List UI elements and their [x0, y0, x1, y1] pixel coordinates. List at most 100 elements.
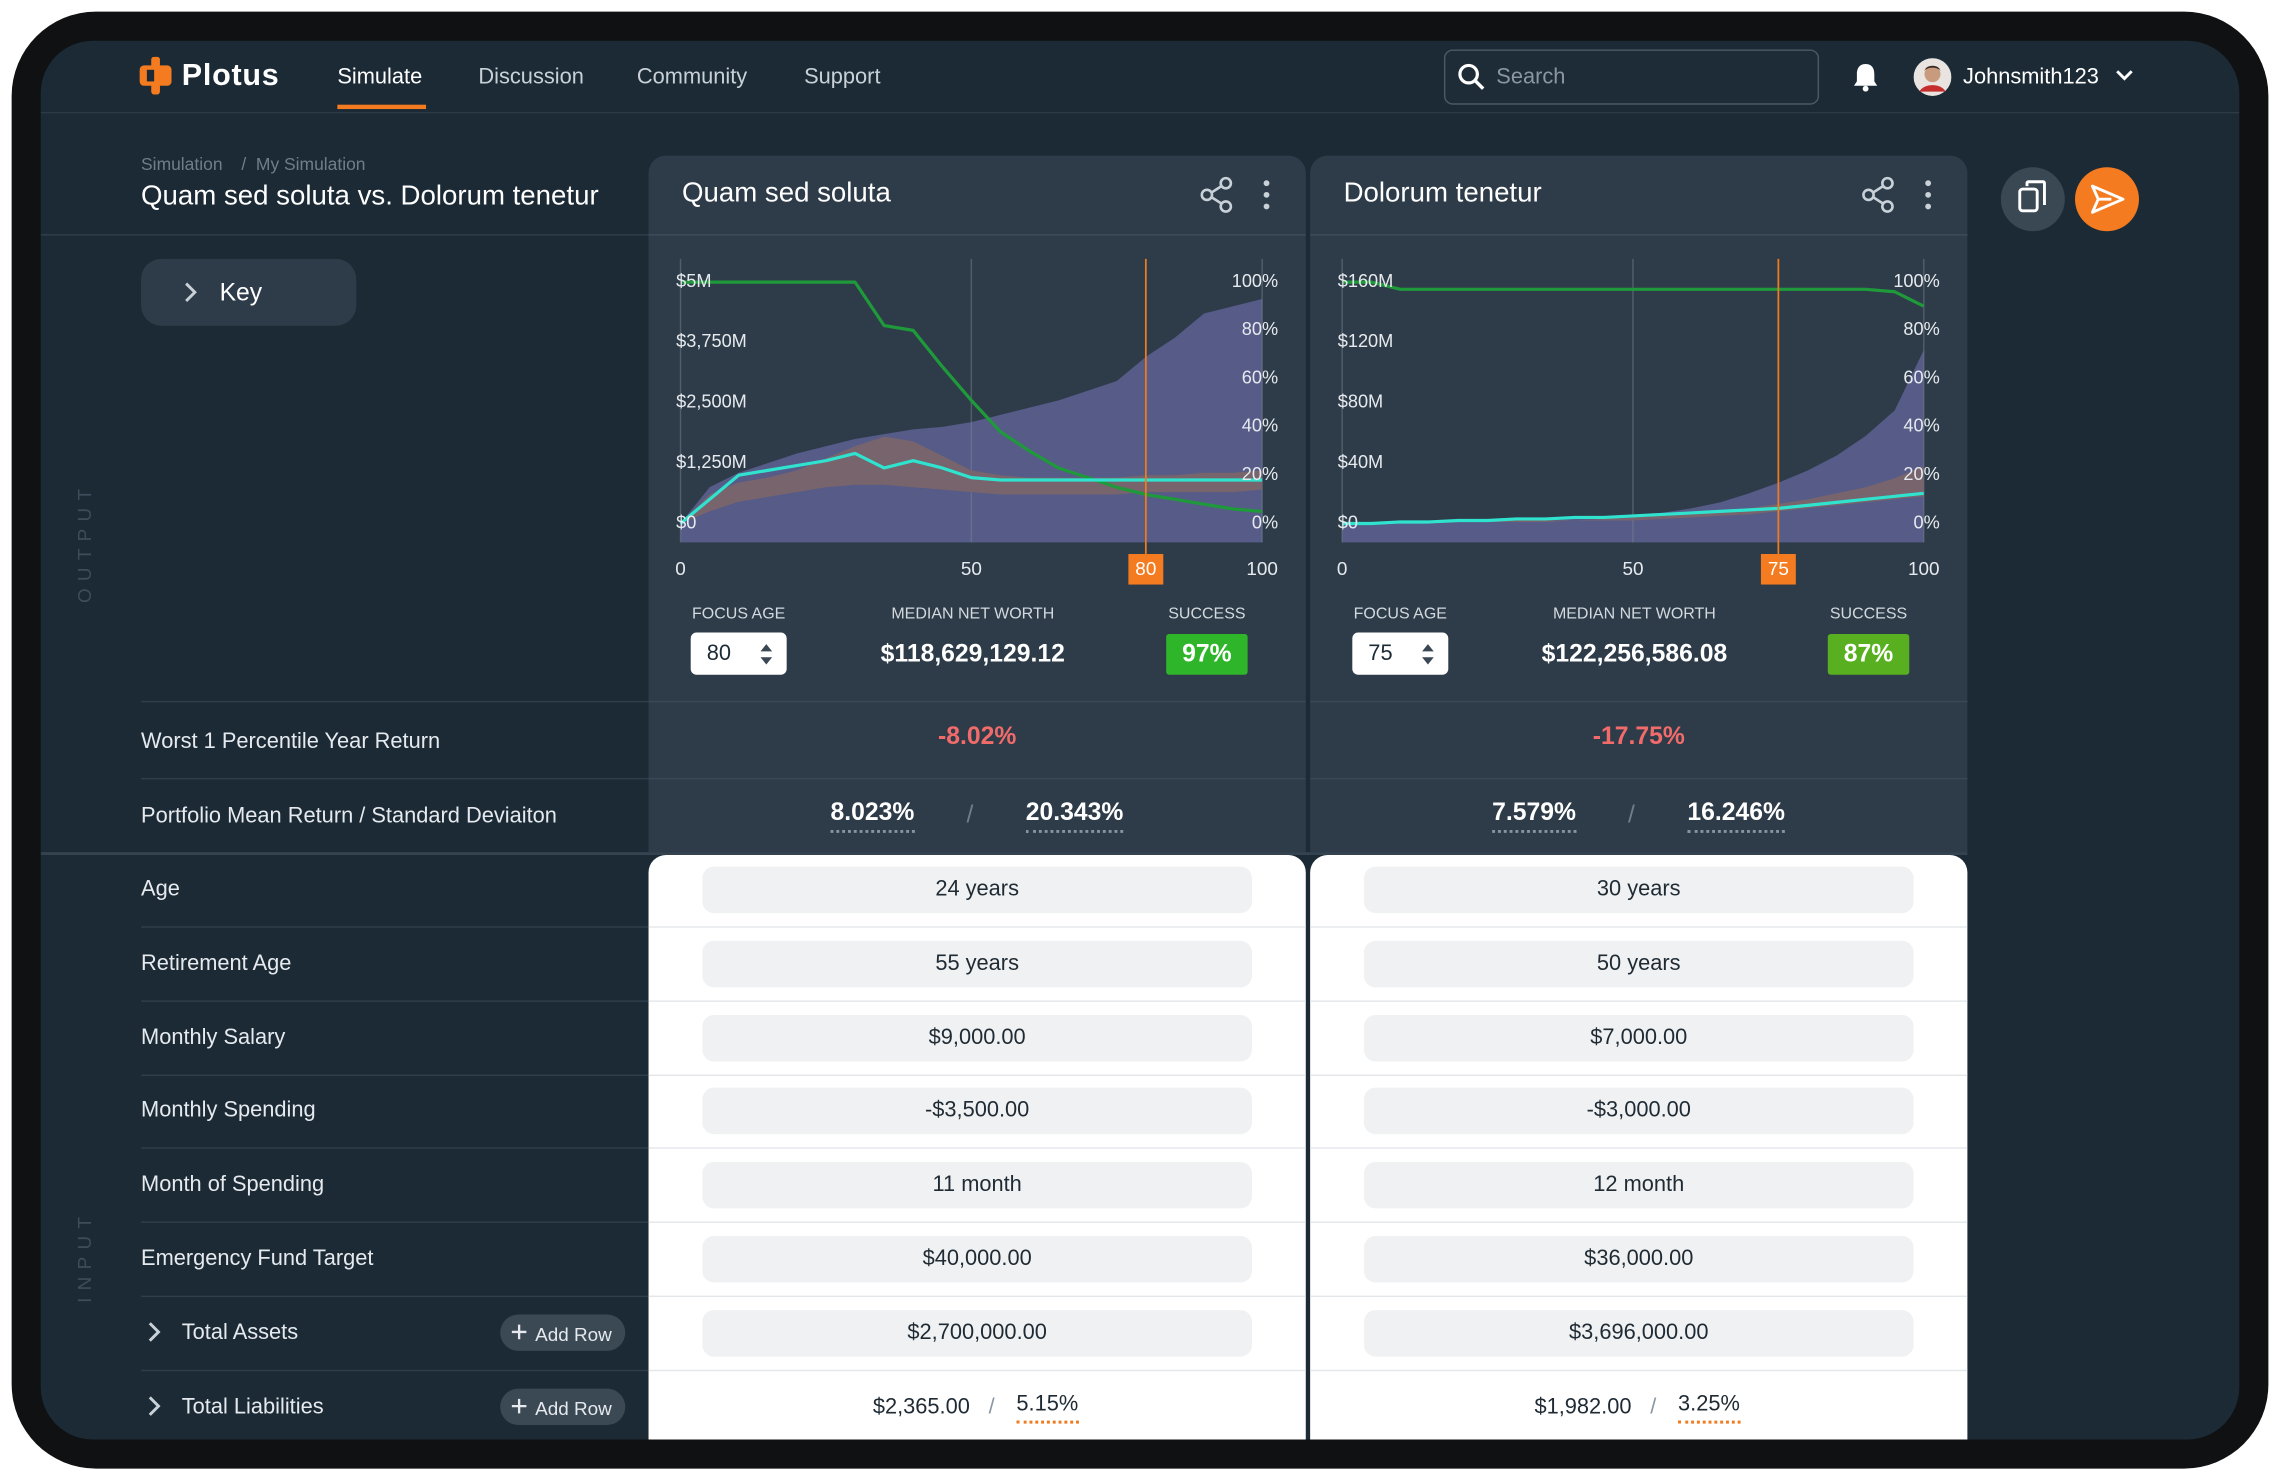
- input-field[interactable]: [1363, 1309, 1914, 1357]
- input-value: 50 years: [1596, 950, 1681, 976]
- row-divider: [1310, 1000, 1968, 1002]
- plus-icon: [511, 1324, 527, 1339]
- row-label: Total Liabilities: [181, 1393, 324, 1419]
- focus-marker-label: 80: [1135, 559, 1156, 580]
- row-label: Emergency Fund Target: [141, 1246, 374, 1271]
- input-field[interactable]: [702, 1162, 1252, 1209]
- panel-actions: [1862, 176, 1932, 213]
- focus-age-input[interactable]: [1352, 632, 1449, 675]
- breadcrumb[interactable]: Simulation: [141, 154, 223, 175]
- row-label: Retirement Age: [141, 950, 292, 976]
- spinner-arrows: [760, 644, 773, 665]
- row-divider: [1310, 1221, 1968, 1224]
- chevron-path: [148, 1321, 161, 1342]
- row-divider: [648, 1000, 1306, 1002]
- section-label: OUTPUT: [73, 481, 96, 604]
- nav-link[interactable]: Community: [636, 64, 748, 90]
- y-tick-label: $2,500M: [676, 392, 747, 412]
- row-divider: [648, 1369, 1306, 1371]
- row-label: Portfolio Mean Return / Standard Deviait…: [141, 803, 557, 829]
- share-node: [1881, 200, 1894, 213]
- screen: Plotus Simulate Discussion Community Sup…: [40, 40, 2240, 1440]
- nav-link[interactable]: Support: [804, 64, 881, 90]
- y-tick-label: $40M: [1338, 452, 1383, 472]
- panel-title: Dolorum tenetur: [1343, 178, 1542, 209]
- nav-link[interactable]: Simulate: [337, 64, 423, 90]
- row-divider: [648, 1147, 1306, 1150]
- input-field[interactable]: [1363, 866, 1914, 914]
- y2-tick-label: 80%: [1242, 319, 1278, 339]
- success-badge: [1166, 633, 1248, 675]
- row-divider: [1310, 926, 1968, 928]
- input-value: $40,000.00: [922, 1246, 1032, 1271]
- input-field[interactable]: [702, 1014, 1252, 1061]
- input-panel: 24 years 55 years $9,000.00 -$3,500.00 11 mo…: [648, 855, 1306, 1440]
- expand-chevron[interactable]: [147, 1394, 162, 1417]
- key-label: Key: [219, 278, 263, 307]
- row-divider: [141, 1221, 649, 1224]
- stat-label: MEDIAN NET WORTH: [891, 605, 1055, 623]
- input-field[interactable]: [702, 940, 1252, 988]
- input-field[interactable]: [1363, 1088, 1914, 1135]
- input-field[interactable]: [702, 1088, 1252, 1135]
- y-tick-label: $80M: [1338, 392, 1383, 412]
- x-tick-label: 0: [1337, 559, 1348, 580]
- focus-age-spinner[interactable]: [758, 640, 775, 669]
- focus-age-input[interactable]: [690, 632, 787, 675]
- panel-title: Quam sed soluta: [681, 178, 891, 209]
- breadcrumb[interactable]: My Simulation: [255, 154, 366, 175]
- share-icon[interactable]: [1862, 176, 1894, 213]
- median-net-worth: $122,256,586.08: [1541, 639, 1728, 668]
- liabilities-value: $1,982.00: [1534, 1393, 1632, 1419]
- search-box[interactable]: [1443, 49, 1820, 105]
- std-dev: 16.246%: [1687, 798, 1785, 834]
- send-button[interactable]: [2074, 166, 2141, 233]
- input-field[interactable]: [702, 1309, 1252, 1357]
- search-placeholder: Search: [1496, 64, 1566, 90]
- median-line: [1342, 491, 1924, 526]
- row-divider: [648, 1073, 1306, 1076]
- row-label: Worst 1 Percentile Year Return: [141, 729, 441, 754]
- input-field[interactable]: [1363, 940, 1914, 988]
- share-icon[interactable]: [1200, 176, 1233, 213]
- success-value: 87%: [1843, 639, 1894, 668]
- input-field[interactable]: [702, 866, 1252, 914]
- mean-return: 8.023%: [830, 798, 915, 834]
- menu-dot: [1925, 191, 1932, 198]
- y-tick-label: $0: [676, 512, 696, 532]
- expand-chevron[interactable]: [147, 1320, 162, 1343]
- chevron-icon: [185, 282, 197, 303]
- median-net-worth: $118,629,129.12: [880, 639, 1065, 668]
- liabilities-rate: 3.25%: [1678, 1391, 1740, 1423]
- divider: [40, 234, 649, 236]
- key-button[interactable]: [141, 258, 357, 326]
- value-separator: /: [1650, 1393, 1657, 1419]
- breadcrumb-separator: /: [241, 154, 247, 175]
- input-field[interactable]: [1363, 1014, 1914, 1061]
- y2-tick-label: 40%: [1242, 416, 1278, 436]
- input-field[interactable]: [1363, 1235, 1914, 1283]
- liabilities-rate: 5.15%: [1016, 1391, 1079, 1423]
- row-divider: [648, 777, 1306, 780]
- bell-icon[interactable]: [1853, 63, 1879, 92]
- row-label: Monthly Salary: [141, 1024, 286, 1050]
- dropdown-chevron[interactable]: [2114, 68, 2134, 83]
- input-field[interactable]: [1363, 1162, 1914, 1209]
- username[interactable]: Johnsmith123: [1963, 64, 2099, 90]
- active-underline: [337, 104, 427, 110]
- input-field[interactable]: [702, 1235, 1252, 1283]
- menu-icon[interactable]: [1925, 180, 1932, 210]
- value-separator: /: [988, 1393, 995, 1419]
- plus-path: [511, 1398, 527, 1413]
- y2-tick-label: 0%: [1914, 512, 1940, 532]
- avatar[interactable]: [1913, 58, 1952, 96]
- row-label: Total Assets: [181, 1320, 299, 1345]
- logo-icon: [139, 56, 172, 95]
- success-line: [1342, 280, 1925, 308]
- focus-age-spinner[interactable]: [1419, 640, 1436, 669]
- menu-icon[interactable]: [1263, 180, 1270, 210]
- nav-link[interactable]: Discussion: [478, 64, 584, 90]
- copy-button[interactable]: [1999, 166, 2066, 233]
- logo[interactable]: Plotus: [181, 58, 280, 93]
- share-node: [1200, 188, 1214, 202]
